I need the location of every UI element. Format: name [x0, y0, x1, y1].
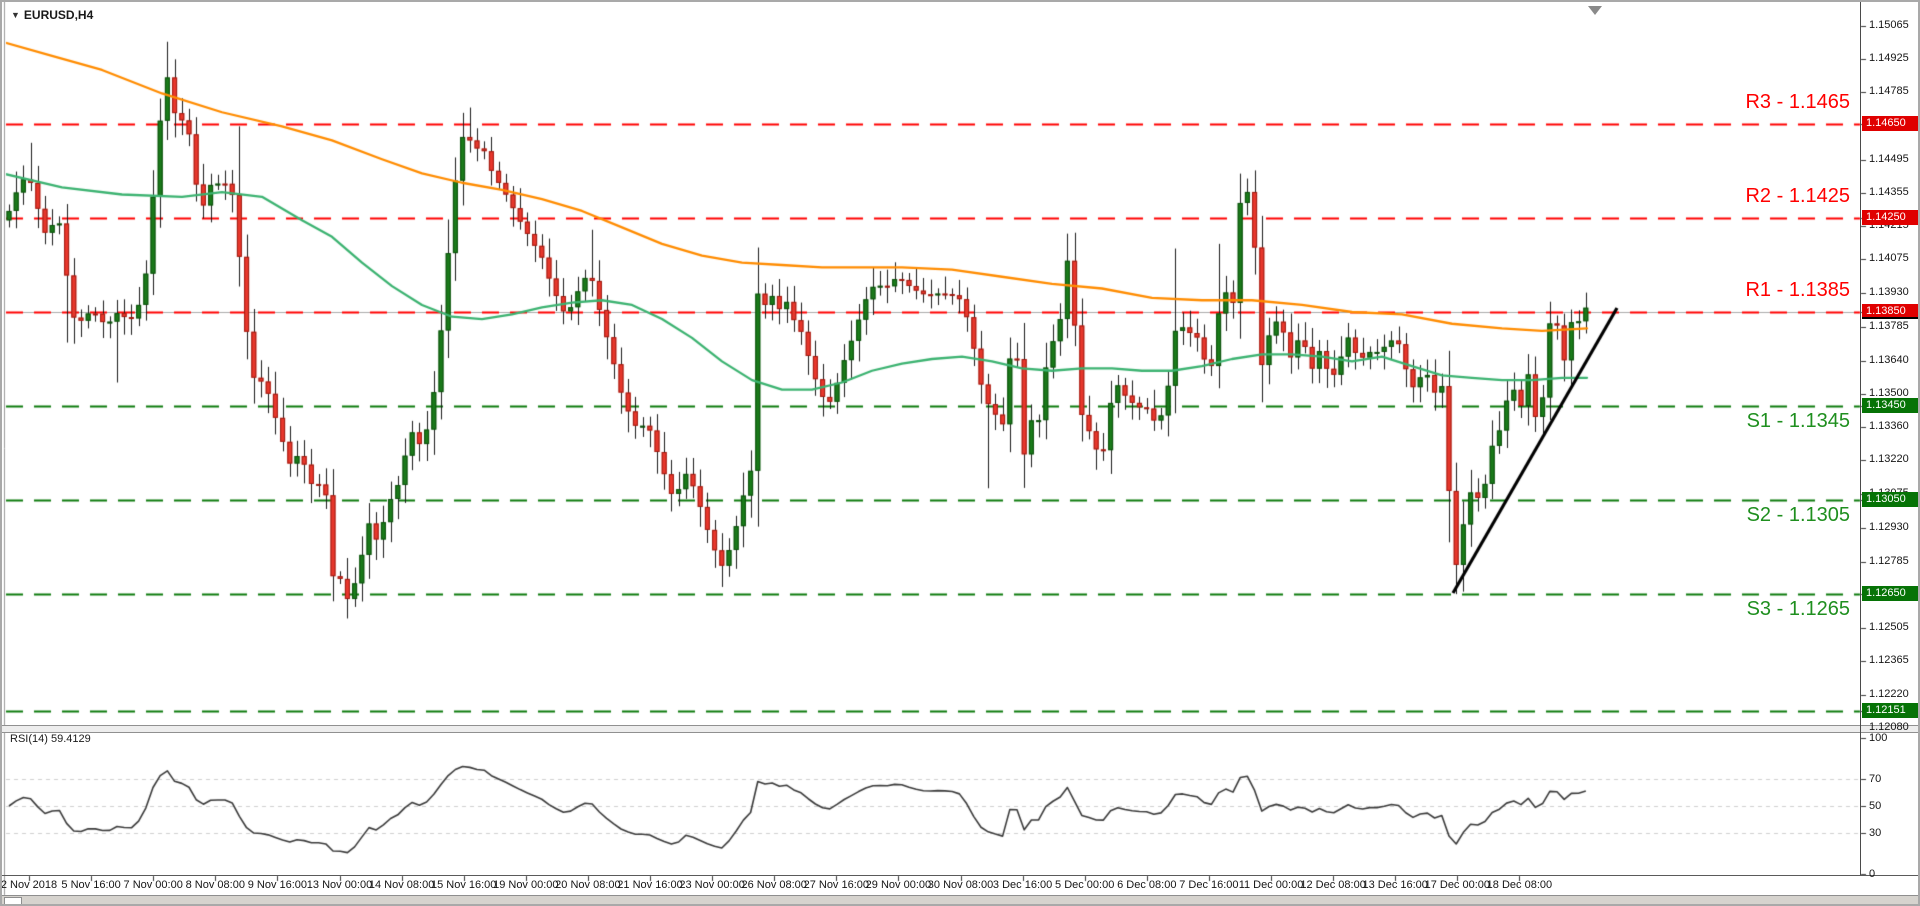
time-axis-label: 6 Dec 08:00	[1117, 879, 1177, 891]
time-axis-label: 23 Nov 00:00	[679, 879, 745, 891]
price-tick-label: 1.13930	[1869, 286, 1909, 299]
price-badge-1.14650: 1.14650	[1862, 116, 1918, 131]
time-axis-label: 11 Dec 00:00	[1238, 879, 1304, 891]
time-axis-label: 7 Nov 00:00	[123, 879, 183, 891]
time-axis-label: 29 Nov 00:00	[865, 879, 932, 891]
rsi-axis-label: 30	[1869, 827, 1882, 840]
window-bottom-strip	[2, 895, 1918, 904]
time-axis-label: 8 Nov 08:00	[185, 879, 245, 891]
time-axis-label: 26 Nov 08:00	[741, 879, 807, 891]
time-axis-label: 3 Dec 16:00	[992, 879, 1053, 891]
chart-shift-marker-icon[interactable]	[1588, 6, 1602, 15]
price-tick-label: 1.13640	[1869, 354, 1909, 367]
price-tick-label: 1.12365	[1869, 653, 1909, 666]
time-axis-label: 12 Dec 08:00	[1300, 879, 1366, 891]
price-axis-border	[1860, 2, 1861, 875]
price-tick-label: 1.15065	[1869, 19, 1909, 32]
level-label-S1: S1 - 1.1345	[1746, 410, 1850, 432]
rsi-axis-label: 50	[1869, 800, 1882, 812]
price-badge-1.12650: 1.12650	[1862, 586, 1918, 601]
rsi-axis-label: 70	[1869, 772, 1882, 785]
time-axis-label: 5 Nov 16:00	[61, 879, 121, 891]
time-axis-label: 21 Nov 16:00	[617, 879, 683, 891]
price-tick-label: 1.12505	[1869, 621, 1909, 634]
rsi-axis-label: 0	[1869, 868, 1876, 880]
price-tick-label: 1.12080	[1869, 720, 1909, 733]
level-label-R3: R3 - 1.1465	[1745, 91, 1850, 113]
pane-separator[interactable]	[2, 725, 1918, 733]
level-label-R2: R2 - 1.1425	[1745, 185, 1850, 207]
level-label-S2: S2 - 1.1305	[1746, 504, 1850, 526]
price-tick-label: 1.13360	[1869, 420, 1909, 433]
price-tick-label: 1.13785	[1869, 320, 1909, 333]
time-axis-label: 17 Dec 00:00	[1424, 879, 1491, 891]
level-label-S3: S3 - 1.1265	[1746, 598, 1850, 620]
time-axis-label: 20 Nov 08:00	[555, 879, 621, 891]
price-tick-label: 1.14925	[1869, 52, 1909, 65]
price-badge-1.13050: 1.13050	[1862, 492, 1918, 507]
chevron-down-icon: ▼	[11, 10, 20, 20]
time-axis-label: 19 Nov 00:00	[493, 879, 559, 891]
time-axis-label: 14 Nov 08:00	[368, 879, 435, 891]
quick-navigation-box[interactable]	[4, 897, 22, 904]
symbol-timeframe-label: EURUSD,H4	[23, 8, 94, 22]
price-tick-label: 1.14495	[1869, 153, 1909, 166]
time-axis-label: 9 Nov 16:00	[247, 879, 308, 891]
price-tick-label: 1.12220	[1869, 688, 1909, 701]
price-tick-label: 1.12785	[1869, 555, 1909, 568]
price-badge-1.12151: 1.12151	[1862, 703, 1918, 719]
price-badge-1.14250: 1.14250	[1862, 210, 1918, 225]
price-tick-label: 1.13220	[1869, 453, 1909, 466]
price-badge-1.13450: 1.13450	[1862, 398, 1918, 413]
time-axis-label: 30 Nov 08:00	[927, 879, 994, 891]
price-tick-label: 1.14785	[1869, 85, 1909, 98]
time-axis-label: 13 Nov 00:00	[306, 879, 373, 891]
time-axis-label: 18 Dec 08:00	[1486, 879, 1553, 891]
time-axis-label: 15 Nov 16:00	[430, 879, 497, 891]
price-badge-1.13850: 1.13850	[1862, 304, 1918, 319]
time-axis-label: 2 Nov 2018	[0, 879, 58, 891]
time-axis-label: 13 Dec 16:00	[1362, 879, 1428, 891]
time-axis-label: 27 Nov 16:00	[803, 879, 870, 891]
rsi-axis-label: 100	[1869, 732, 1888, 744]
price-tick-label: 1.14355	[1869, 186, 1909, 199]
time-axis-border	[2, 875, 1918, 876]
level-label-R1: R1 - 1.1385	[1745, 279, 1850, 301]
time-axis-label: 7 Dec 16:00	[1179, 879, 1239, 891]
rsi-indicator-label: RSI(14) 59.4129	[10, 733, 91, 745]
price-tick-label: 1.12930	[1869, 521, 1909, 534]
time-axis-label: 5 Dec 00:00	[1055, 879, 1115, 891]
price-tick-label: 1.14075	[1869, 252, 1909, 265]
symbol-timeframe-dropdown[interactable]: ▼ EURUSD,H4	[11, 8, 93, 22]
price-tick-label: 1.13500	[1869, 387, 1909, 400]
